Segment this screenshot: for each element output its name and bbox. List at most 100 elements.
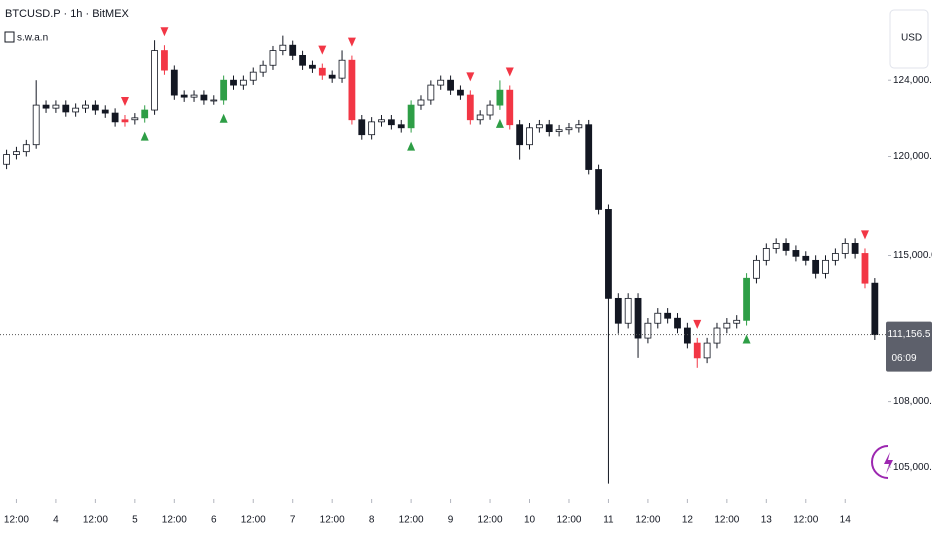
candle-body <box>654 312 662 324</box>
sell-signal <box>318 45 327 55</box>
candle-body <box>851 242 859 254</box>
y-tick-label: 124,000.0 <box>893 75 932 86</box>
candle-body <box>565 127 573 131</box>
x-tick-label: 12:00 <box>162 515 187 526</box>
x-tick-label: 12:00 <box>556 515 581 526</box>
x-tick-label: 8 <box>369 515 375 526</box>
sell-signal <box>160 27 169 37</box>
candle-body <box>447 79 454 91</box>
candle-body <box>309 64 316 69</box>
candle-body <box>457 89 464 96</box>
candle-body <box>269 50 277 66</box>
sell-signal <box>466 72 475 82</box>
candle-body <box>220 79 228 101</box>
x-tick-label: 12:00 <box>320 515 345 526</box>
candle-body <box>72 107 80 113</box>
candle-body <box>131 117 139 121</box>
candle-body <box>437 79 445 86</box>
x-tick-label: 14 <box>840 515 852 526</box>
candle-body <box>368 121 376 136</box>
candle-body <box>141 109 149 119</box>
candle-body <box>506 89 514 126</box>
candle-body <box>585 124 593 170</box>
currency-box[interactable] <box>889 9 929 69</box>
x-tick-label: 10 <box>524 515 536 526</box>
candle-body <box>683 327 691 344</box>
candle-body <box>180 94 188 98</box>
y-tick-label: 120,000.0 <box>893 151 932 162</box>
candle-body <box>753 259 760 279</box>
x-tick-label: 12:00 <box>4 515 29 526</box>
candle-body <box>407 104 415 129</box>
candle-body <box>861 253 869 284</box>
x-tick-label: 12:00 <box>83 515 108 526</box>
buy-signal <box>407 141 416 151</box>
lightning-ring <box>871 445 889 479</box>
candle-body <box>762 248 770 261</box>
candle-body <box>3 154 10 165</box>
candle-body <box>318 67 326 76</box>
candle-body <box>249 71 257 81</box>
candle-body <box>496 89 504 106</box>
candle-body <box>595 169 602 210</box>
candle-body <box>802 255 810 261</box>
indicator-icon <box>4 31 15 43</box>
x-tick-label: 13 <box>761 515 773 526</box>
countdown: 06:09 <box>891 353 916 364</box>
candle-body <box>674 317 681 329</box>
indicator-name[interactable]: s.w.a.n <box>17 33 48 44</box>
candle-body <box>871 282 879 335</box>
candle-body <box>259 64 267 73</box>
candle-body <box>378 119 385 123</box>
candle-body <box>417 99 425 106</box>
x-tick-label: 12:00 <box>714 515 739 526</box>
x-tick-label: 12:00 <box>241 515 266 526</box>
candle-body <box>526 127 533 146</box>
candle-body <box>782 242 790 251</box>
candle-body <box>545 124 553 133</box>
candle-body <box>397 124 405 129</box>
candle-body <box>358 119 366 136</box>
buy-signal <box>219 113 228 123</box>
candle-body <box>772 242 780 249</box>
candle-body <box>170 69 178 96</box>
candle-body <box>151 50 158 111</box>
candle-body <box>486 104 494 116</box>
candle-body <box>387 119 395 126</box>
candle-body <box>52 104 60 109</box>
x-tick-label: 12 <box>682 515 694 526</box>
candle-body <box>703 342 711 359</box>
candle-body <box>634 297 642 339</box>
last-price-box <box>886 321 932 372</box>
x-tick-label: 9 <box>448 515 454 526</box>
candle-body <box>841 242 849 254</box>
lightning-icon[interactable] <box>884 452 893 474</box>
sell-signal <box>693 319 702 329</box>
y-tick-label: 105,000.0 <box>893 462 932 473</box>
candle-body <box>32 104 40 146</box>
chart-title: BTCUSD.P · 1h · BitMEX <box>5 8 130 20</box>
candle-body <box>723 322 731 329</box>
candle-body <box>713 327 721 344</box>
candle-body <box>644 322 652 339</box>
candle-body <box>516 124 524 146</box>
x-tick-label: 12:00 <box>399 515 424 526</box>
buy-signal <box>742 334 751 344</box>
x-tick-label: 12:00 <box>635 515 660 526</box>
candle-body <box>299 54 306 66</box>
candle-body <box>279 44 287 51</box>
candle-body <box>42 104 50 109</box>
candle-body <box>822 259 829 274</box>
candle-body <box>230 79 237 86</box>
candle-body <box>91 104 99 111</box>
candle-body <box>13 151 20 155</box>
sell-signal <box>120 96 129 106</box>
candle-body <box>22 144 30 153</box>
x-tick-label: 4 <box>53 515 59 526</box>
last-price-label: 111,156.5 <box>887 329 930 340</box>
currency[interactable]: USD <box>901 33 922 44</box>
candle-body <box>101 109 109 114</box>
candle-body <box>239 79 247 86</box>
buy-signal <box>140 131 149 141</box>
